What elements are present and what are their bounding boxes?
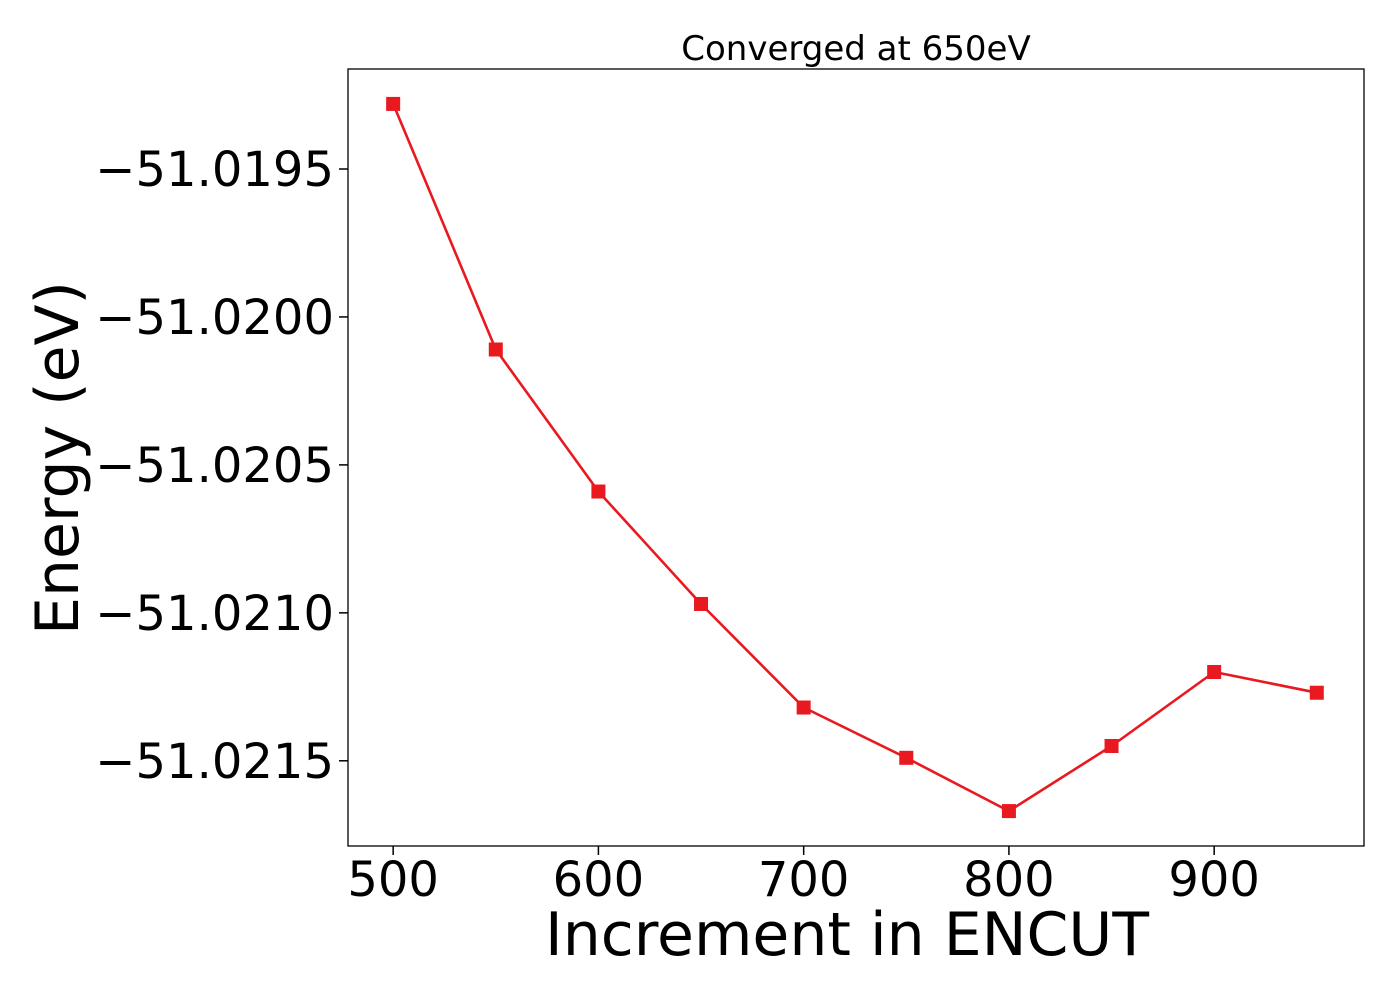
plot-area-frame bbox=[347, 68, 1365, 847]
data-point-marker bbox=[386, 96, 401, 111]
series-line bbox=[392, 103, 1318, 813]
data-point-marker bbox=[1001, 804, 1016, 819]
data-point-marker bbox=[796, 700, 811, 715]
y-axis-label: Energy (eV) bbox=[23, 281, 93, 635]
y-tick-label: −51.0210 bbox=[95, 586, 334, 642]
y-tick-label: −51.0215 bbox=[95, 734, 334, 790]
y-tick-label: −51.0205 bbox=[95, 438, 334, 494]
y-tick-label: −51.0195 bbox=[95, 142, 334, 198]
x-tick-label: 700 bbox=[758, 852, 850, 908]
data-point-marker bbox=[694, 596, 709, 611]
data-point-marker bbox=[1104, 738, 1119, 753]
data-point-marker bbox=[488, 342, 503, 357]
data-point-marker bbox=[1309, 685, 1324, 700]
series-layer bbox=[386, 96, 1324, 819]
x-axis-label: Increment in ENCUT bbox=[545, 900, 1149, 970]
x-axis-ticks: 500 600 700 800 900 bbox=[347, 846, 1260, 908]
x-tick-label: 900 bbox=[1168, 852, 1260, 908]
x-tick-label: 600 bbox=[553, 852, 645, 908]
data-point-marker bbox=[591, 484, 606, 499]
y-tick-label: −51.0200 bbox=[95, 290, 334, 346]
y-axis-ticks: −51.0195 −51.0200 −51.0205 −51.0210 −51.0215 bbox=[95, 142, 348, 790]
data-point-marker bbox=[899, 750, 914, 765]
data-point-marker bbox=[1207, 665, 1222, 680]
x-tick-label: 800 bbox=[963, 852, 1055, 908]
x-tick-label: 500 bbox=[347, 852, 439, 908]
chart-title: Converged at 650eV bbox=[681, 29, 1030, 69]
